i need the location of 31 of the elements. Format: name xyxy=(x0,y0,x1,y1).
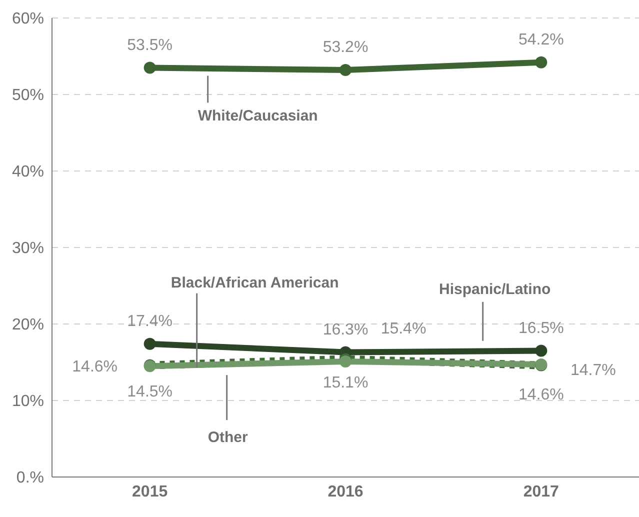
text: Other xyxy=(208,429,248,446)
data-label: 14.6% xyxy=(518,386,564,404)
text: Hispanic/Latino xyxy=(438,280,551,298)
y-tick-label: 40% xyxy=(12,164,44,181)
y-tick-label: 60% xyxy=(12,10,44,28)
text: Black/African American xyxy=(170,274,339,292)
y-tick-label: 50% xyxy=(12,87,44,104)
data-label: 17.4% xyxy=(127,313,173,330)
x-tick-label: 2016 xyxy=(328,483,364,500)
data-label: 14.5% xyxy=(127,383,173,400)
y-tick-label: 30% xyxy=(12,240,44,258)
data-label: 16.5% xyxy=(518,320,564,338)
data-label: 14.7% xyxy=(570,362,616,379)
data-label: 53.2% xyxy=(322,39,368,56)
point xyxy=(535,344,548,357)
x-tick-label: 2017 xyxy=(523,483,560,500)
data-label: 54.2% xyxy=(518,32,564,49)
data-label: 15.4% xyxy=(380,320,426,338)
data-label: 14.6% xyxy=(72,358,118,376)
y-tick-label: 20% xyxy=(12,316,44,334)
point xyxy=(144,62,156,74)
y-tick-label: 0.% xyxy=(16,470,44,487)
point xyxy=(535,56,548,68)
data-label: 16.3% xyxy=(322,322,368,339)
point xyxy=(340,64,352,76)
y-tick-label: 10% xyxy=(12,393,44,410)
data-label: 53.5% xyxy=(127,36,173,54)
text: White/Caucasian xyxy=(198,108,318,125)
x-tick-label: 2015 xyxy=(132,483,168,500)
point xyxy=(144,338,156,350)
data-label: 15.1% xyxy=(322,374,368,392)
